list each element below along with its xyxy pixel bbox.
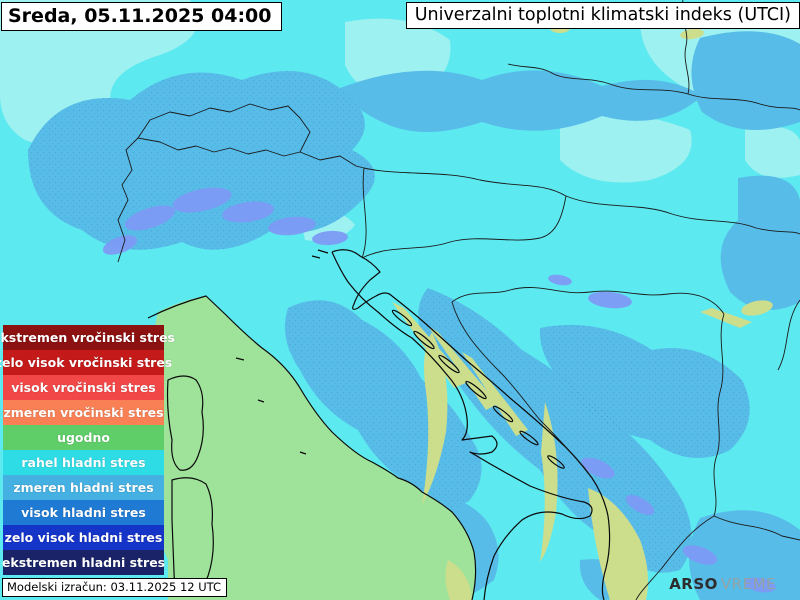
- legend-item-moderate-cold-stress: zmeren hladni stres: [3, 475, 164, 500]
- map-country-borders: [117, 0, 800, 600]
- legend-item-moderate-heat-stress: zmeren vročinski stres: [3, 400, 164, 425]
- legend-item-strong-cold-stress: visok hladni stres: [3, 500, 164, 525]
- map-comfortable-sea-region: [152, 296, 476, 600]
- legend-item-very-strong-heat-stress: zelo visok vročinski stres: [0, 350, 172, 375]
- model-run-info: Modelski izračun: 03.11.2025 12 UTC: [2, 578, 228, 597]
- map-coastlines: [147, 249, 611, 600]
- legend-item-strong-heat-stress: visok vročinski stres: [3, 375, 164, 400]
- legend-item-extreme-cold-stress: ekstremen hladni stres: [2, 550, 165, 575]
- page-title: Univerzalni toplotni klimatski indeks (U…: [405, 2, 800, 29]
- legend-item-very-strong-cold-stress: zelo visok hladni stres: [3, 525, 164, 550]
- vreme-logo-text: VREME: [720, 575, 776, 593]
- date-time-box: Sreda, 05.11.2025 04:00: [1, 2, 282, 31]
- legend-item-slight-cold-stress: rahel hladni stres: [3, 450, 164, 475]
- arso-logo-text: ARSO: [669, 575, 718, 593]
- utci-legend: ekstremen vročinski stres zelo visok vro…: [0, 325, 175, 575]
- legend-item-extreme-heat-stress: ekstremen vročinski stres: [0, 325, 175, 350]
- legend-item-comfortable: ugodno: [3, 425, 164, 450]
- arso-vreme-watermark: ARSO VREME: [669, 575, 776, 593]
- map-strong-cold-patches: [102, 187, 776, 593]
